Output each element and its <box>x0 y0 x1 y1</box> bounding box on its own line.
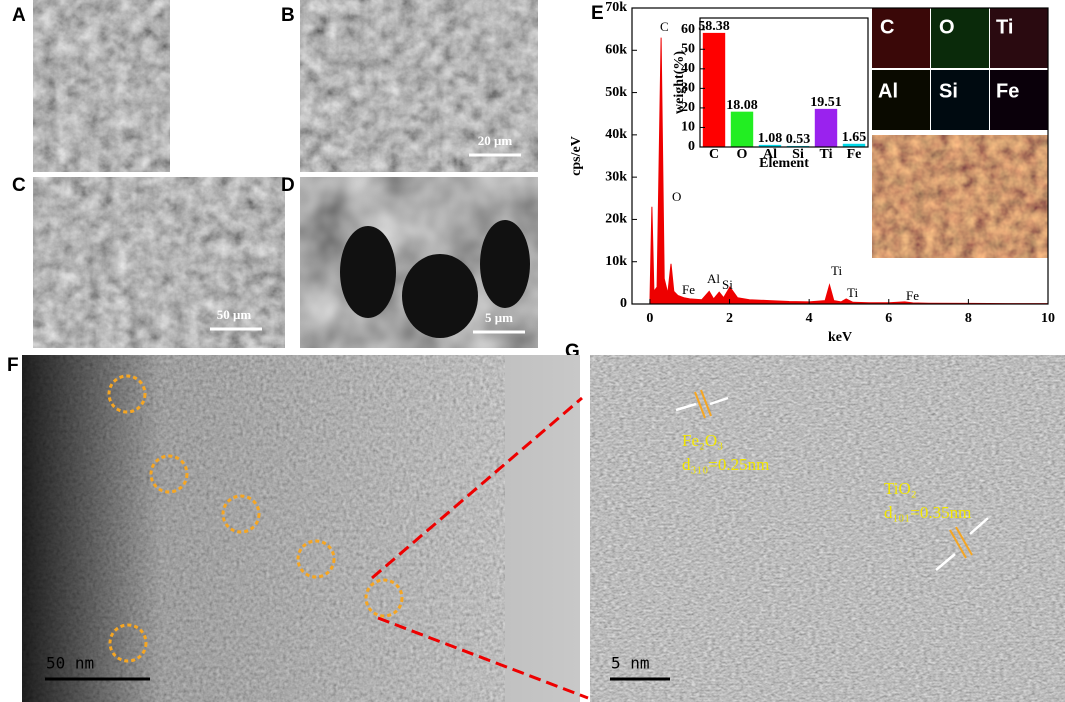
y-tick-label: 30k <box>605 169 627 184</box>
phase-label: Fe₂O₃ <box>682 431 723 450</box>
y-tick-label: 40k <box>605 127 627 142</box>
scale-bar-label: 100 μm <box>214 130 255 145</box>
map-label: Si <box>939 80 958 102</box>
x-tick-label: 0 <box>646 311 653 326</box>
x-tick-label: 4 <box>806 311 813 326</box>
x-tick-label: Ti <box>820 147 833 162</box>
x-tick-label: 6 <box>885 311 892 326</box>
map-label: C <box>880 16 894 38</box>
panel-label: C <box>12 175 26 196</box>
value-label: 58.38 <box>698 19 730 34</box>
y-tick-label: 0 <box>620 296 627 311</box>
x-tick-label: Si <box>792 147 804 162</box>
x-tick-label: C <box>709 147 719 162</box>
y-tick-label: 40 <box>681 61 695 76</box>
value-label: 19.51 <box>810 95 842 110</box>
value-label: 1.65 <box>842 130 867 145</box>
arrows <box>675 396 989 571</box>
scale-bar-label: 5 nm <box>611 654 650 673</box>
bar <box>814 108 838 147</box>
peak-label: Si <box>722 277 733 292</box>
bar <box>730 111 754 147</box>
scale-bar-label: 20 μm <box>478 133 513 148</box>
value-label: 1.08 <box>758 131 783 146</box>
spectrum <box>649 37 1049 305</box>
bar <box>702 32 726 148</box>
phase-label: TiO₂ <box>884 479 917 498</box>
y-tick-label: 10 <box>681 120 695 135</box>
y-tick-label: 0 <box>688 139 695 154</box>
x-axis-label: Element <box>759 156 809 171</box>
peak-label: Ti <box>831 263 842 278</box>
peak-label: C <box>660 19 669 34</box>
peak-label: Ti <box>847 285 858 300</box>
y-tick-label: 20k <box>605 212 627 227</box>
map-label: Al <box>878 80 898 102</box>
peak-label: Al <box>707 271 720 286</box>
hrtem-image-g <box>590 355 1065 702</box>
spacing-label: d₁₀₁=0.35nm <box>884 503 971 522</box>
y-tick-label: 50 <box>681 41 695 56</box>
peak-label: O <box>672 189 681 204</box>
map-label: O <box>939 16 955 38</box>
y-tick-label: 60k <box>605 43 627 58</box>
inset-background <box>700 18 868 147</box>
lattice-lines <box>694 389 973 559</box>
scale-bars <box>206 150 525 334</box>
y-tick-label: 20 <box>681 100 695 115</box>
scale-bar-label: 5 μm <box>485 310 513 325</box>
scale-bar-label: 50 μm <box>217 307 252 322</box>
sem-image-a <box>33 0 170 172</box>
y-axis-label: cps/eV <box>569 136 584 176</box>
sem-image-b <box>300 0 538 172</box>
x-axis-label: keV <box>828 330 852 345</box>
x-tick-label: Fe <box>847 147 862 162</box>
y-tick-label: 60 <box>681 22 695 37</box>
panel-label: F <box>7 355 19 376</box>
y-tick-label: 70k <box>605 0 627 15</box>
y-tick-label: 10k <box>605 254 627 269</box>
panel-label: B <box>281 5 295 26</box>
axes-frame <box>631 7 1049 305</box>
y-tick-label: 30 <box>681 81 695 96</box>
bar <box>758 144 782 147</box>
tem-shading <box>22 355 580 702</box>
spacing-label: d₃₁₀=0.25nm <box>682 455 769 474</box>
x-tick-label: 10 <box>1041 311 1055 326</box>
x-tick-label: 8 <box>965 311 972 326</box>
value-label: 0.53 <box>786 132 811 147</box>
map-label: Ti <box>996 16 1013 38</box>
pores <box>340 220 530 338</box>
zoom-lines <box>371 396 589 700</box>
peak-label: Fe <box>906 288 919 303</box>
value-label: 18.08 <box>726 98 758 113</box>
element-maps <box>872 8 1048 258</box>
y-axis-label: weight(%) <box>672 51 687 114</box>
scale-bar-label: 50 nm <box>46 654 94 673</box>
x-tick-label: 2 <box>726 311 733 326</box>
peak-label: Fe <box>682 282 695 297</box>
map-label: Fe <box>996 80 1019 102</box>
y-tick-label: 50k <box>605 85 627 100</box>
particle-circles <box>107 374 404 663</box>
bar <box>842 143 866 147</box>
panel-label: D <box>281 175 295 196</box>
panel-label: A <box>12 5 26 26</box>
x-tick-label: Al <box>763 147 777 162</box>
axes-frame <box>699 17 869 148</box>
x-tick-label: O <box>737 147 748 162</box>
panel-label: E <box>591 3 604 24</box>
sem-image-c <box>33 177 285 348</box>
